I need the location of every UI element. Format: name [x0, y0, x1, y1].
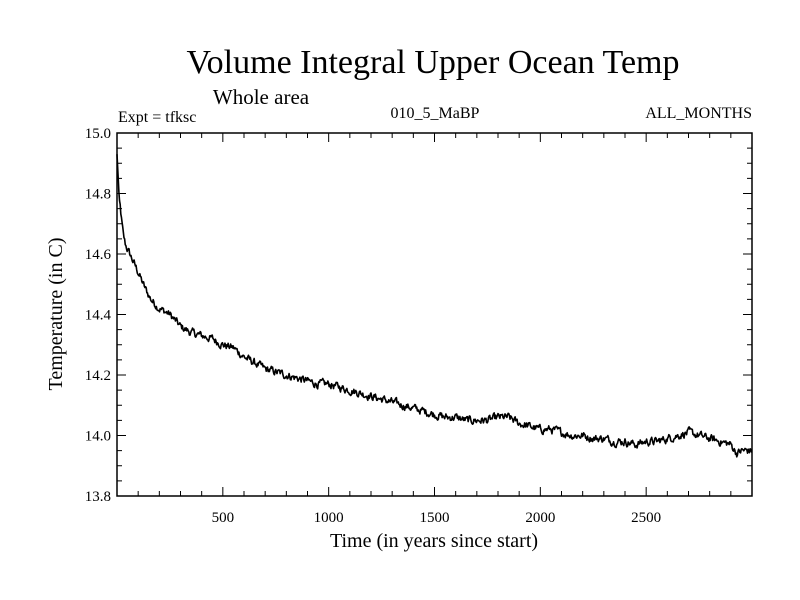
experiment-label: Expt = tfksc: [118, 109, 196, 126]
x-axis-label: Time (in years since start): [330, 530, 538, 552]
series-line: [116, 154, 753, 458]
chart-subtitle: Whole area: [213, 85, 310, 109]
y-tick-label: 15.0: [85, 126, 111, 142]
y-tick-label: 14.4: [85, 308, 112, 324]
months-label: ALL_MONTHS: [645, 105, 752, 122]
x-tick-label: 1000: [314, 510, 344, 526]
x-tick-label: 2500: [631, 510, 661, 526]
y-axis-label: Temperature (in C): [45, 238, 67, 391]
x-tick-label: 1500: [420, 510, 450, 526]
chart-title: Volume Integral Upper Ocean Temp: [187, 44, 680, 81]
y-tick-label: 14.8: [85, 187, 111, 203]
x-tick-label: 2000: [525, 510, 555, 526]
plot-frame: [116, 132, 753, 497]
run-label: 010_5_MaBP: [391, 105, 480, 122]
y-tick-label: 14.6: [85, 247, 112, 263]
y-tick-label: 13.8: [85, 489, 111, 505]
y-tick-label: 14.0: [85, 429, 111, 445]
x-tick-label: 500: [212, 510, 235, 526]
y-tick-label: 14.2: [85, 368, 111, 384]
tick-labels: 500 1000 1500 2000 2500 13.8 14.0 14.2 14.4 14.6 1…: [85, 126, 661, 526]
axis-ticks: [117, 132, 752, 497]
